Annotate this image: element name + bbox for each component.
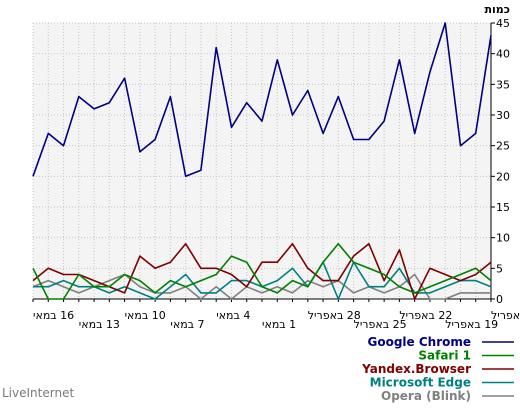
x-tick-label: 22 באפריל: [399, 309, 452, 322]
series-line-google-chrome: [32, 22, 492, 178]
y-tick-label: 0: [496, 293, 503, 306]
x-tick-label: 10 במאי: [125, 309, 166, 322]
x-tick-label: 16 באפריל: [491, 309, 520, 322]
legend-label: Microsoft Edge: [370, 376, 471, 390]
y-tick-label: 30: [496, 109, 510, 122]
y-tick-label: 45: [496, 17, 510, 30]
y-tick-label: 40: [496, 48, 510, 61]
y-tick-label: 5: [496, 262, 503, 275]
x-tick-label: 13 במאי: [79, 318, 120, 331]
series-line-opera-blink: [32, 273, 491, 300]
legend-label: Opera (Blink): [381, 389, 471, 403]
x-tick-label: 16 במאי: [33, 309, 74, 322]
y-tick-label: 20: [496, 170, 510, 183]
x-tick-label: 4 במאי: [216, 309, 250, 322]
y-tick-label: 35: [496, 78, 510, 91]
y-tick-label: 25: [496, 140, 510, 153]
y-tick-label: 15: [496, 201, 510, 214]
watermark: LiveInternet: [2, 386, 75, 400]
legend-label: Google Chrome: [367, 335, 471, 349]
y-tick-label: 10: [496, 232, 510, 245]
series-line-safari-1: [32, 243, 492, 300]
y-axis-title: כמות: [485, 3, 510, 16]
legend-label: Yandex.Browser: [361, 362, 471, 376]
x-tick-label: 1 במאי: [262, 318, 296, 331]
x-tick-label: 28 באפריל: [308, 309, 361, 322]
x-tick-label: 19 באפריל: [445, 318, 498, 331]
x-tick-label: 25 באפריל: [354, 318, 407, 331]
x-tick-label: 7 במאי: [170, 318, 204, 331]
legend-label: Safari 1: [418, 349, 471, 363]
